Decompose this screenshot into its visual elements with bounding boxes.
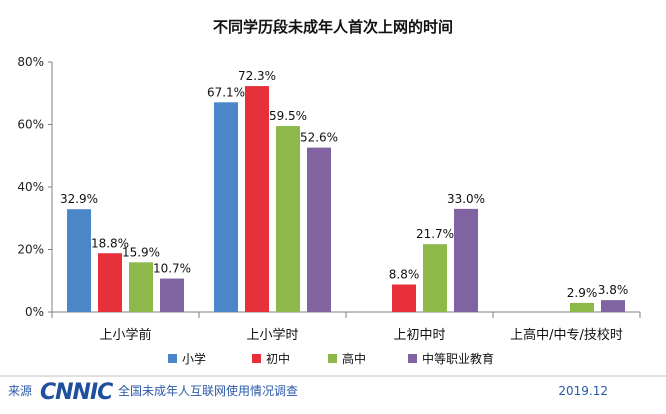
labels-group: 32.9% 18.8%15.9% 10.7% 67.1% 72.3% 59.5% 52.6%… bbox=[60, 69, 628, 300]
chart-title: 不同学历段未成年人首次上网的时间 bbox=[213, 18, 453, 36]
axis-group: 0% 20% 40% 60% 80% 上小学前 上小学时 上初中时 上高中/中专/技校时 bbox=[17, 55, 641, 343]
data-label: 18.8% bbox=[91, 236, 129, 250]
y-tick-label: 80% bbox=[17, 55, 44, 69]
report-name: 全国未成年人互联网使用情况调查 bbox=[118, 383, 298, 398]
bar bbox=[276, 126, 300, 312]
cnnic-logo: CNNIC bbox=[40, 380, 113, 405]
bar bbox=[307, 147, 331, 312]
bar bbox=[214, 102, 238, 312]
data-label: 8.8% bbox=[389, 268, 420, 282]
data-label: 21.7% bbox=[416, 227, 454, 241]
legend-swatch bbox=[408, 354, 417, 363]
source-label: 来源 bbox=[8, 384, 32, 398]
report-date: 2019.12 bbox=[558, 384, 608, 398]
data-label: 10.7% bbox=[153, 262, 191, 276]
data-label: 59.5% bbox=[269, 109, 307, 123]
bars-group bbox=[67, 86, 625, 312]
y-tick-label: 60% bbox=[17, 118, 44, 132]
bar bbox=[601, 300, 625, 312]
bar bbox=[392, 284, 416, 312]
data-label: 67.1% bbox=[207, 85, 245, 99]
x-tick-label: 上初中时 bbox=[393, 328, 445, 343]
legend-label: 小学 bbox=[182, 351, 206, 366]
bar bbox=[67, 209, 91, 312]
bar bbox=[454, 208, 478, 312]
data-label: 33.0% bbox=[447, 192, 485, 206]
y-tick-label: 0% bbox=[25, 305, 44, 319]
legend-label: 初中 bbox=[266, 351, 290, 366]
legend-swatch bbox=[328, 354, 337, 363]
data-label: 52.6% bbox=[300, 131, 338, 145]
x-tick-label: 上小学前 bbox=[99, 327, 151, 343]
bar bbox=[129, 262, 153, 312]
data-label: 2.9% bbox=[567, 286, 598, 300]
legend: 小学 初中 高中 中等职业教育 bbox=[168, 351, 494, 366]
bar bbox=[570, 302, 594, 312]
legend-swatch bbox=[168, 354, 177, 363]
legend-swatch bbox=[252, 354, 261, 363]
data-label: 3.8% bbox=[598, 283, 629, 297]
y-tick-label: 20% bbox=[17, 243, 44, 257]
bar bbox=[98, 253, 122, 312]
x-tick-label: 上小学时 bbox=[246, 327, 298, 343]
data-label: 72.3% bbox=[238, 69, 276, 83]
y-tick-label: 40% bbox=[17, 180, 44, 194]
data-label: 32.9% bbox=[60, 192, 98, 206]
x-tick-label: 上高中/中专/技校时 bbox=[510, 327, 623, 343]
data-label: 15.9% bbox=[122, 245, 160, 259]
bar bbox=[245, 86, 269, 312]
bar bbox=[160, 278, 184, 312]
legend-label: 中等职业教育 bbox=[422, 351, 494, 366]
legend-label: 高中 bbox=[342, 351, 366, 366]
bar bbox=[423, 244, 447, 312]
